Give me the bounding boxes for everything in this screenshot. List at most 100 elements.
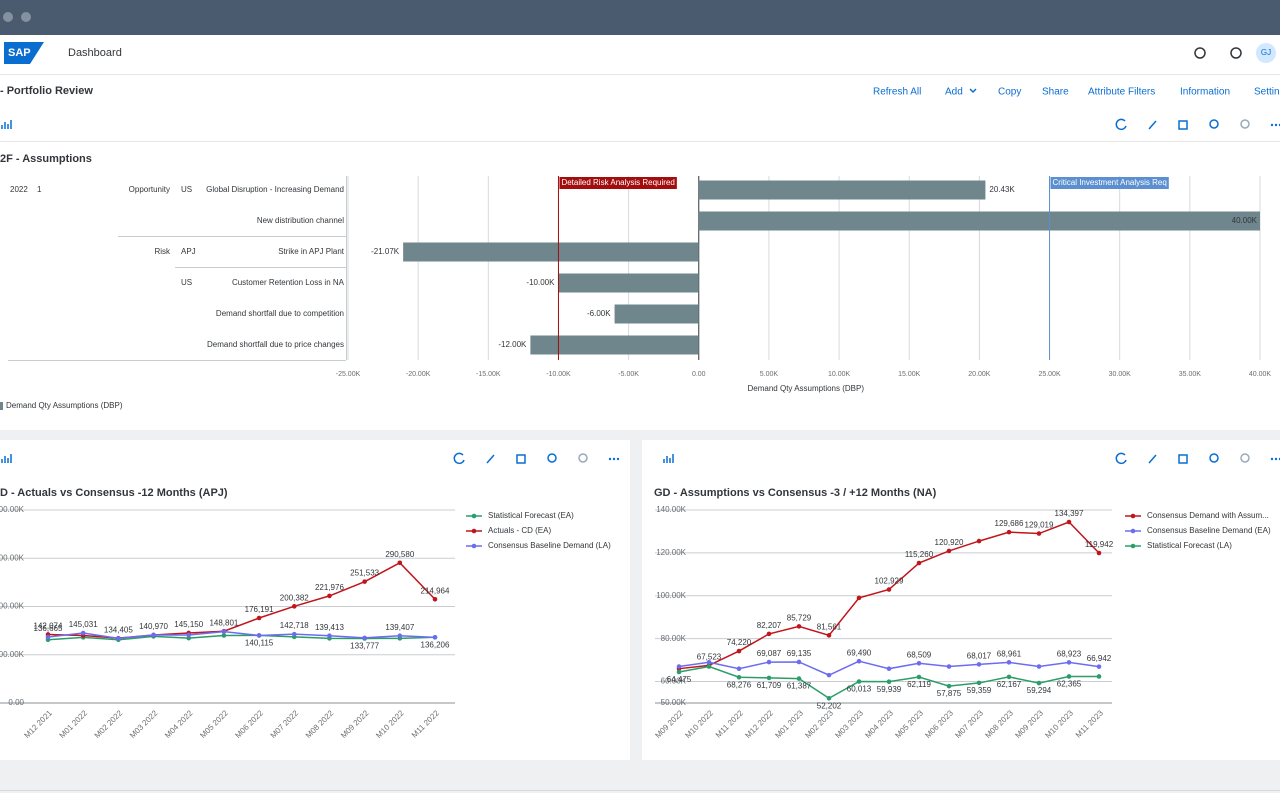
more-icon[interactable] — [616, 457, 620, 461]
x-tick-label: -15.00K — [476, 371, 501, 378]
zoom-out-icon[interactable] — [578, 453, 588, 463]
point — [186, 635, 192, 641]
logo-shape — [4, 42, 44, 64]
logo[interactable]: SAP — [8, 47, 31, 59]
bar — [614, 304, 699, 324]
expand-icon[interactable] — [1178, 120, 1188, 130]
legend-marker — [471, 513, 477, 519]
point — [826, 633, 832, 638]
row-group: Opportunity — [129, 185, 170, 194]
expand-icon[interactable] — [516, 454, 526, 464]
point — [45, 634, 51, 640]
data-label: 129,686 — [995, 519, 1024, 528]
point — [856, 658, 862, 664]
action[interactable]: Attribute Filters — [1088, 87, 1155, 98]
panel — [642, 440, 1280, 760]
support-icon[interactable] — [1194, 47, 1206, 59]
reference-label-bg — [559, 177, 677, 189]
help-icon[interactable] — [1230, 47, 1242, 59]
more-icon[interactable] — [1270, 457, 1274, 461]
data-label: 145,031 — [69, 620, 98, 629]
point — [221, 629, 227, 634]
point — [116, 636, 121, 641]
point — [676, 669, 682, 675]
window-dot[interactable] — [21, 12, 31, 22]
action[interactable]: Add — [945, 87, 963, 98]
point — [1066, 660, 1072, 665]
point — [916, 674, 922, 680]
y-tick-label: 0.00 — [8, 698, 24, 707]
data-label: 139,407 — [385, 623, 414, 632]
link-icon[interactable] — [486, 454, 495, 464]
data-label: 59,359 — [967, 686, 992, 695]
point — [1066, 519, 1072, 525]
zoom-out-icon[interactable] — [1240, 453, 1250, 463]
point — [826, 695, 832, 701]
more-icon[interactable] — [612, 457, 616, 461]
refresh-icon[interactable] — [453, 452, 465, 465]
data-label: 221,976 — [315, 583, 344, 592]
data-label: 68,276 — [727, 680, 752, 689]
zoom-in-icon[interactable] — [547, 453, 557, 463]
refresh-icon[interactable] — [1115, 118, 1127, 131]
expand-icon[interactable] — [1178, 454, 1188, 464]
data-label: 20.43K — [989, 185, 1015, 194]
row-header: 1 — [37, 185, 42, 194]
chart-icon[interactable] — [663, 454, 674, 463]
chart-icon[interactable] — [1, 120, 12, 129]
window-dot[interactable] — [3, 12, 13, 22]
zoom-out-icon[interactable] — [1240, 119, 1250, 129]
more-icon[interactable] — [1270, 123, 1274, 127]
legend-marker — [1130, 513, 1136, 519]
action[interactable]: Refresh All — [873, 87, 921, 98]
data-label: 82,207 — [757, 621, 782, 630]
chevron — [969, 88, 977, 94]
chart-icon[interactable] — [1, 454, 12, 463]
action[interactable]: Settin — [1254, 87, 1280, 98]
zoom-in-icon[interactable] — [1209, 453, 1219, 463]
link-icon[interactable] — [1148, 120, 1157, 130]
data-label: 134,405 — [104, 625, 133, 634]
bar — [530, 335, 699, 355]
y-tick-label: 400.00K — [0, 505, 25, 514]
point — [256, 615, 262, 621]
window-bar — [0, 0, 1280, 35]
shell-header — [0, 35, 1280, 75]
line — [47, 634, 436, 641]
refresh-icon[interactable] — [1115, 452, 1127, 465]
point — [796, 659, 802, 665]
row-group: Risk — [154, 247, 171, 256]
y-tick-label: 60.00K — [661, 677, 687, 686]
data-label: 69,135 — [787, 649, 812, 658]
y-tick-label: 100.00K — [656, 591, 686, 600]
data-label: 140,115 — [245, 639, 274, 648]
action[interactable]: Copy — [998, 87, 1021, 98]
action[interactable]: Information — [1180, 87, 1230, 98]
data-label: 68,923 — [1057, 650, 1082, 659]
data-label: 129,019 — [1025, 521, 1054, 530]
data-label: 139,413 — [315, 623, 344, 632]
data-label: -6.00K — [587, 309, 611, 318]
row-region: APJ — [181, 247, 196, 256]
point — [327, 633, 332, 639]
avatar[interactable] — [1256, 43, 1276, 63]
data-label: 60,013 — [847, 685, 872, 694]
legend-label: Demand Qty Assumptions (DBP) — [6, 401, 123, 410]
more-icon[interactable] — [1274, 123, 1278, 127]
action[interactable]: Share — [1042, 87, 1069, 98]
more-icon[interactable] — [608, 457, 612, 461]
row-label: Demand shortfall due to price changes — [207, 340, 344, 349]
data-label: -21.07K — [371, 247, 400, 256]
point — [886, 587, 892, 592]
x-tick-label: 30.00K — [1109, 371, 1132, 378]
point — [826, 672, 832, 678]
reference-label-bg — [1050, 177, 1169, 189]
link-icon[interactable] — [1148, 454, 1157, 464]
data-label: 69,087 — [757, 649, 782, 658]
point — [736, 648, 742, 654]
legend-label: Consensus Baseline Demand (EA) — [1147, 526, 1271, 535]
zoom-in-icon[interactable] — [1209, 119, 1219, 129]
more-icon[interactable] — [1274, 457, 1278, 461]
row-label: Demand shortfall due to competition — [216, 309, 344, 318]
